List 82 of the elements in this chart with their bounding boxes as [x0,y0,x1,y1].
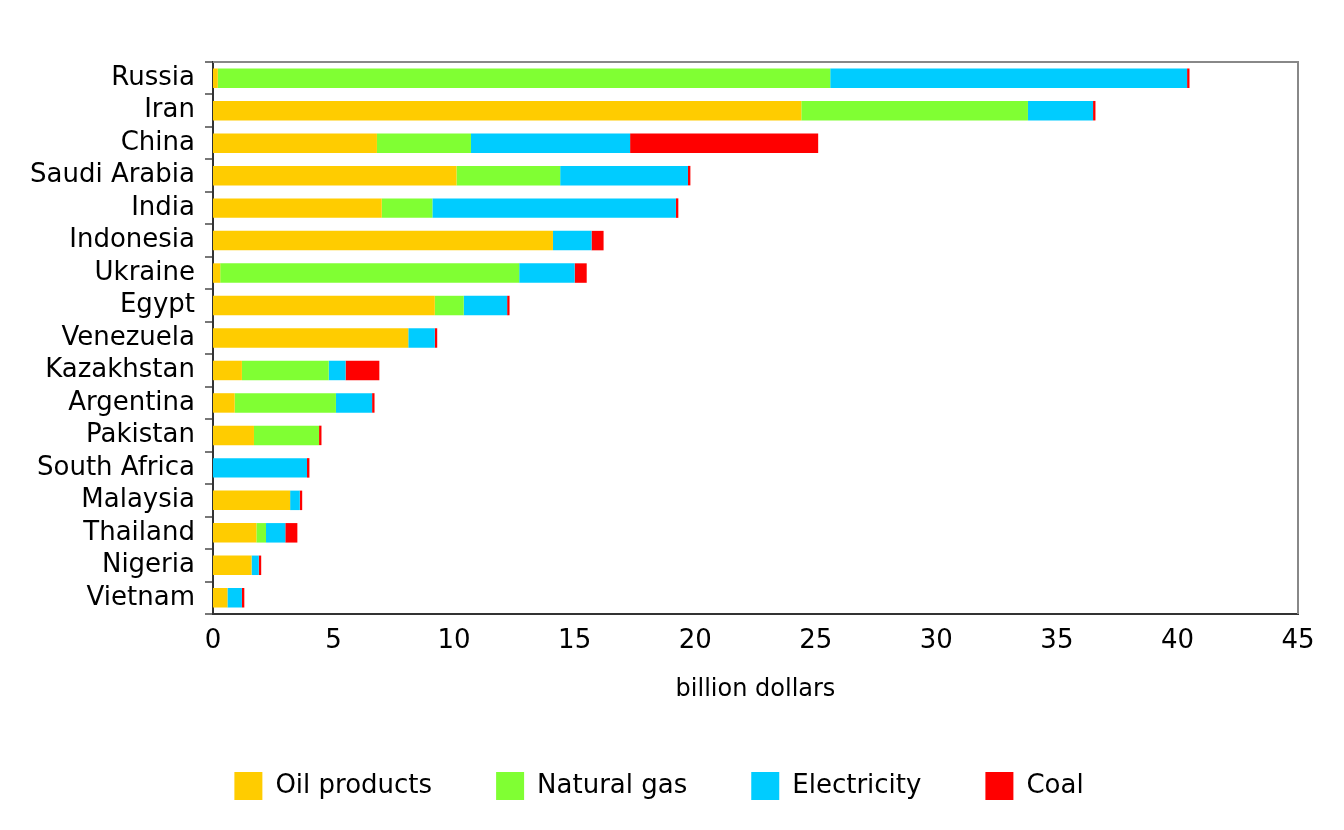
legend-label: Natural gas [537,768,688,799]
bar [241,360,329,381]
bar [1027,100,1094,121]
x-tick-label: 5 [325,624,342,655]
bar [266,523,286,543]
bar [217,68,831,88]
bar [227,588,242,608]
bar [212,523,257,543]
bar [234,393,336,413]
x-tick-label: 0 [204,624,222,655]
y-tick-label: South Africa [36,450,195,481]
bar [290,490,300,511]
legend-label: Oil products [275,768,433,799]
bar [830,68,1188,88]
y-tick-label: Indonesia [69,223,195,254]
y-tick-label: Nigeria [101,548,195,579]
x-tick-label: 10 [437,624,471,655]
bar [372,393,375,413]
y-tick-label: Egypt [119,288,195,319]
bar [253,425,320,446]
legend-label: Coal [1026,768,1084,799]
bar [591,230,604,251]
bar [801,100,1028,121]
y-tick-label: Venezuela [61,320,195,351]
x-tick-label: 30 [919,624,953,655]
bar [251,555,259,576]
y-tick-label: Russia [111,60,195,91]
bar [220,263,520,283]
x-tick-label: 25 [799,624,833,655]
x-tick-label: 40 [1160,624,1194,655]
bar [456,165,561,186]
y-tick-label: India [131,190,195,221]
bar [212,68,218,88]
x-tick-label: 20 [678,624,712,655]
bar [212,458,308,478]
y-tick-label: Malaysia [81,483,195,514]
bar [212,263,221,283]
bar [212,425,254,446]
y-tick-label: Iran [144,93,195,124]
y-tick-label: Pakistan [86,418,195,449]
x-tick-label: 15 [558,624,592,655]
x-tick-label: 45 [1281,624,1315,655]
bar [408,328,435,348]
legend-label: Electricity [792,768,922,799]
x-tick-label: 35 [1040,624,1074,655]
bar [381,198,433,218]
y-tick-label: Kazakhstan [45,353,195,384]
y-tick-label: Argentina [68,385,195,416]
bar [212,230,553,251]
bar [212,165,457,186]
bar [212,555,252,576]
bar [463,295,508,316]
bar [212,588,228,608]
bar [212,328,409,348]
y-tick-label: Thailand [82,515,195,546]
bar [212,198,382,218]
bar [432,198,676,218]
x-axis-title: billion dollars [675,673,836,702]
bar [212,393,235,413]
bar [212,295,435,316]
bar [470,133,631,153]
y-tick-label: Vietnam [86,580,195,611]
bar [335,393,373,413]
bar [574,263,587,283]
bar [212,360,242,381]
bar [552,230,592,251]
bar [345,360,380,381]
bar [376,133,471,153]
y-tick-label: Ukraine [94,255,195,286]
bar [328,360,346,381]
bar [212,133,377,153]
bar [560,165,688,186]
bar [507,295,510,316]
bar [285,523,298,543]
y-tick-label: Saudi Arabia [29,158,195,189]
bar [212,100,802,121]
bar [434,295,464,316]
bar [630,133,819,153]
bar [256,523,267,543]
bar [519,263,575,283]
y-tick-label: China [120,125,195,156]
bar [212,490,291,511]
